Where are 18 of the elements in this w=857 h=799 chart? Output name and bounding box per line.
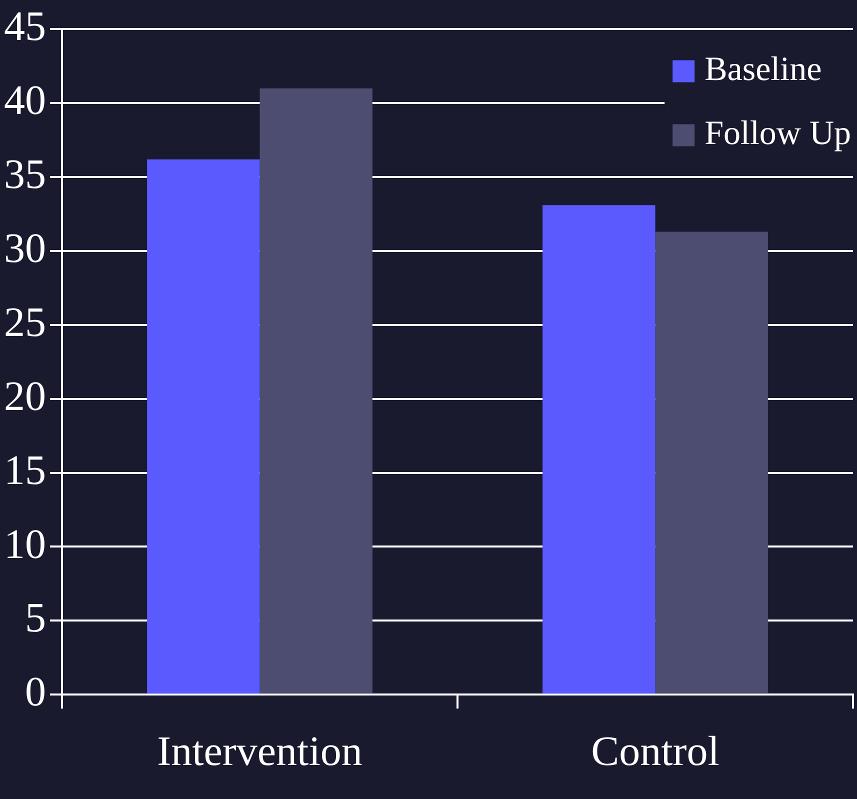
y-tick-label: 10: [4, 522, 46, 568]
bar: [542, 205, 656, 694]
bar: [655, 232, 768, 694]
y-tick-label: 20: [4, 374, 46, 420]
bar: [147, 159, 260, 694]
legend-label: Follow Up: [704, 115, 852, 152]
legend-label: Baseline: [704, 51, 822, 88]
y-tick-label: 5: [25, 596, 46, 642]
x-tick-label: Control: [591, 728, 720, 775]
y-tick-label: 25: [4, 300, 46, 346]
y-tick-label: 45: [4, 4, 46, 50]
y-tick-label: 35: [4, 152, 46, 198]
y-tick-label: 40: [4, 78, 46, 124]
y-tick-label: 15: [4, 448, 46, 494]
bar: [260, 88, 372, 694]
x-tick-label: Intervention: [157, 728, 362, 775]
y-tick-label: 30: [4, 226, 46, 272]
y-tick-label: 0: [25, 670, 46, 716]
